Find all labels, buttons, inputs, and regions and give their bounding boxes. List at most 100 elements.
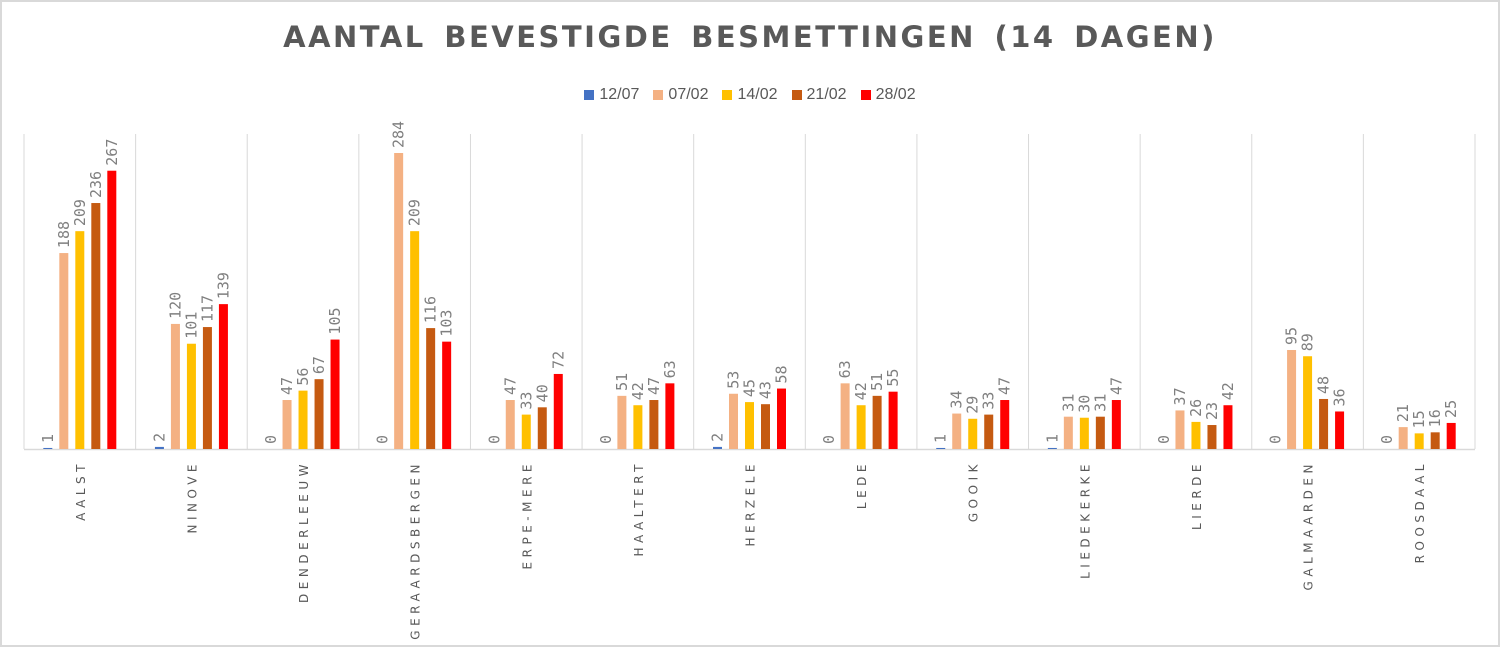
- data-label: 188: [55, 221, 73, 248]
- category-label: AALST: [74, 460, 88, 521]
- category-label: GOOIK: [967, 460, 981, 522]
- legend-item: 28/02: [860, 86, 916, 104]
- bar: [856, 405, 866, 449]
- bar: [1175, 410, 1185, 449]
- data-label: 67: [310, 356, 328, 374]
- legend-label: 12/07: [599, 86, 640, 103]
- bar: [1207, 425, 1217, 449]
- category-label: LEDE: [855, 460, 869, 509]
- legend-item: 21/02: [791, 86, 847, 104]
- data-label: 284: [390, 121, 408, 148]
- data-label: 209: [406, 199, 424, 226]
- bar: [298, 390, 308, 449]
- chart-legend: 12/07 07/02 14/02 21/02 28/02: [0, 86, 1500, 104]
- category-label: GERAARDSBERGEN: [409, 460, 423, 640]
- category-label: LIEDEKERKE: [1078, 460, 1092, 579]
- category-label: ERPE-MERE: [520, 460, 534, 569]
- data-label: 0: [1267, 435, 1285, 444]
- bar: [154, 446, 164, 449]
- legend-label: 07/02: [668, 86, 709, 103]
- bar: [1111, 400, 1121, 449]
- bar: [936, 447, 946, 449]
- data-label: 36: [1331, 388, 1349, 406]
- data-label: 42: [1219, 382, 1237, 400]
- bar: [314, 379, 324, 449]
- bar: [617, 395, 627, 449]
- category-label: NINOVE: [185, 460, 199, 534]
- data-label: 43: [757, 381, 775, 399]
- legend-swatch: [860, 90, 871, 100]
- data-label: 116: [422, 296, 440, 323]
- legend-label: 21/02: [806, 86, 847, 103]
- bar: [633, 405, 643, 449]
- bar: [1063, 416, 1073, 449]
- data-label: 48: [1315, 376, 1333, 394]
- bar: [1319, 398, 1329, 449]
- bar: [840, 383, 850, 449]
- bar: [649, 400, 659, 449]
- data-label: 58: [773, 365, 791, 383]
- bar: [91, 203, 101, 449]
- data-label: 63: [836, 360, 854, 378]
- bar: [282, 400, 292, 449]
- data-label: 72: [549, 351, 567, 369]
- data-label: 34: [948, 391, 966, 409]
- bar: [553, 373, 563, 449]
- data-label: 47: [278, 377, 296, 395]
- category-label: ROOSDAAL: [1413, 460, 1427, 563]
- bar: [1079, 417, 1089, 449]
- legend-label: 28/02: [875, 86, 916, 103]
- data-label: 31: [1091, 394, 1109, 412]
- bar: [330, 339, 340, 449]
- legend-swatch: [791, 90, 802, 100]
- bar: [984, 414, 994, 449]
- data-label: 1: [1043, 434, 1061, 443]
- bar: [729, 393, 738, 449]
- data-label: 25: [1442, 400, 1460, 418]
- bar: [75, 231, 85, 449]
- data-label: 51: [868, 373, 886, 391]
- bar: [170, 323, 180, 449]
- data-label: 33: [980, 392, 998, 410]
- data-label: 47: [1107, 377, 1125, 395]
- bar: [1414, 433, 1424, 449]
- bar: [1430, 432, 1440, 449]
- bar: [218, 304, 228, 449]
- bar: [59, 253, 69, 449]
- data-label: 2: [150, 433, 168, 442]
- chart-title: AANTAL BEVESTIGDE BESMETTINGEN (14 DAGEN…: [283, 20, 1217, 54]
- data-label: 55: [884, 369, 902, 387]
- bar: [410, 231, 420, 449]
- data-label: 120: [166, 292, 184, 319]
- data-label: 42: [852, 382, 870, 400]
- bar: [1446, 422, 1456, 449]
- category-label: LIERDE: [1190, 460, 1204, 530]
- legend-item: 07/02: [653, 86, 708, 104]
- bar: [665, 383, 675, 449]
- data-label: 51: [613, 373, 631, 391]
- bar: [1287, 349, 1297, 449]
- data-label: 31: [1059, 394, 1077, 412]
- bar: [537, 407, 547, 449]
- bar: [394, 153, 404, 449]
- data-label: 40: [533, 384, 551, 402]
- bar: [107, 170, 117, 449]
- data-label: 0: [597, 435, 615, 444]
- data-label: 1: [39, 434, 57, 443]
- data-label: 209: [71, 199, 89, 226]
- bar: [952, 413, 962, 449]
- bar: [968, 418, 978, 449]
- data-label: 117: [198, 295, 216, 322]
- legend-label: 14/02: [737, 86, 778, 103]
- bar: [442, 341, 452, 449]
- bar: [745, 402, 754, 449]
- bar: [426, 328, 436, 449]
- bar: [888, 391, 898, 449]
- legend-item: 12/07: [584, 86, 639, 104]
- data-label: 0: [820, 435, 838, 444]
- data-label: 0: [262, 435, 280, 444]
- bar: [1303, 356, 1313, 449]
- legend-swatch: [653, 90, 664, 100]
